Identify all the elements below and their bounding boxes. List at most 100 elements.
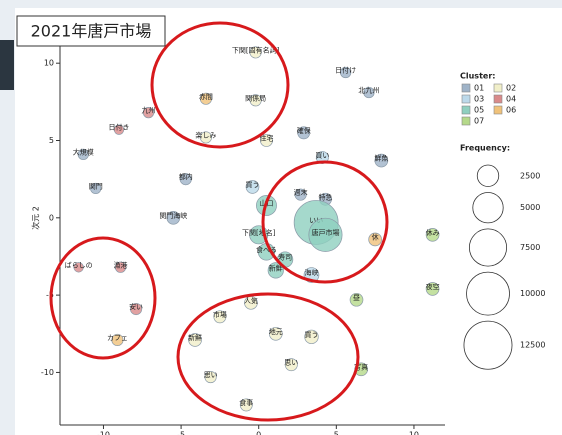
point: [199, 131, 212, 144]
point-label: 思い: [284, 359, 298, 367]
legend-swatch: [493, 94, 503, 104]
point: [113, 124, 125, 135]
x-tick-label: 0: [256, 431, 261, 435]
point-label: 確保: [297, 126, 311, 135]
highlight-ellipse: [261, 160, 389, 284]
point: [297, 126, 311, 140]
point-label: 鮮魚: [374, 154, 388, 163]
point: [425, 228, 440, 242]
point-label: 新鮮: [269, 263, 283, 272]
point-label: 市場: [213, 310, 227, 319]
point-label: 寿司: [278, 253, 292, 262]
point-label: いい: [309, 216, 323, 224]
point-label: 買い: [315, 152, 329, 160]
point-label: 海峡: [304, 268, 318, 277]
point-label: 休: [372, 232, 379, 241]
point-label: 食べる: [256, 245, 277, 254]
x-tick-label: -5: [177, 431, 185, 435]
y-tick-label: -10: [41, 368, 54, 377]
size-legend-label: 5000: [520, 203, 540, 212]
point-label: 漁港: [114, 260, 128, 269]
size-legend-circle: [472, 192, 504, 224]
x-tick-label: -10: [97, 431, 110, 435]
point: [73, 262, 84, 273]
highlight-ellipse: [49, 236, 157, 360]
point: [130, 302, 143, 316]
point: [368, 232, 382, 247]
point: [239, 398, 253, 412]
point-label: カフェ: [107, 334, 128, 342]
legend-label: 01: [474, 84, 484, 93]
size-legend-label: 2500: [520, 171, 540, 180]
point-label: 昼: [353, 294, 360, 302]
point: [77, 148, 89, 161]
legend-label: 04: [506, 95, 516, 104]
size-legend-label: 7500: [520, 243, 540, 252]
point: [90, 182, 102, 195]
legend-label: 07: [474, 117, 484, 126]
point: [213, 310, 227, 324]
point-label: 人気: [244, 296, 258, 305]
legend-swatch: [493, 83, 503, 93]
size-legend-circle: [468, 228, 508, 267]
point: [294, 188, 307, 201]
point: [363, 86, 375, 99]
legend-swatch: [493, 105, 503, 115]
point: [268, 326, 283, 341]
size-legend-label: 12500: [520, 341, 545, 350]
point-label: 関門: [89, 182, 103, 190]
point: [249, 94, 262, 107]
point-label: 日付け: [335, 65, 356, 74]
point: [166, 211, 181, 225]
point-label: 地元: [269, 327, 283, 336]
y-tick-label: 10: [44, 59, 54, 68]
title-box: [16, 15, 166, 47]
size-legend-title: Frequency:: [460, 144, 510, 153]
point-label: 特急: [318, 192, 332, 201]
legend-swatch: [461, 94, 471, 104]
highlight-ellipse: [150, 21, 290, 149]
point-label: 大規模: [73, 147, 94, 156]
point-label: ばらしの: [65, 260, 93, 269]
y-axis-label: 次元 2: [31, 206, 41, 230]
point: [179, 173, 192, 186]
chart-title: 2021年唐戸市場: [31, 22, 152, 41]
point-label: 休み: [426, 228, 440, 237]
legend-label: 06: [506, 106, 516, 115]
point-label: 赤間: [199, 93, 213, 101]
point-label: 買う: [246, 181, 260, 189]
legend-label: 03: [474, 95, 484, 104]
legend-label: 05: [474, 106, 484, 115]
legend-swatch: [461, 83, 471, 93]
point-label: 夜空: [426, 282, 440, 291]
size-legend-circle: [466, 271, 510, 316]
point-label: 都内: [179, 172, 193, 181]
slide-edge: [0, 40, 14, 90]
point: [340, 66, 352, 79]
point-label: 楽しみ: [195, 130, 216, 139]
point: [284, 358, 298, 372]
point: [111, 333, 124, 346]
point: [267, 262, 284, 279]
size-legend-label: 10000: [520, 289, 545, 298]
point-label: 唐戸市場: [311, 228, 339, 237]
point: [425, 282, 440, 296]
size-legend-circle: [463, 320, 513, 370]
point-label: 写真: [354, 362, 368, 371]
point-label: 下関[固有名詞]: [232, 45, 280, 54]
point-label: 住宅: [259, 134, 273, 143]
point-label: 下関[地名]: [242, 228, 276, 237]
point-label: 日付き: [108, 123, 129, 132]
annotations: [49, 21, 389, 422]
point: [188, 333, 202, 347]
point-label: 関係局: [245, 93, 266, 102]
legend-swatch: [461, 105, 471, 115]
point: [204, 371, 217, 384]
legend-title: Cluster:: [460, 72, 495, 81]
point: [245, 180, 260, 194]
x-tick-label: 5: [334, 431, 339, 435]
point-label: 思い: [204, 371, 218, 379]
point: [114, 261, 127, 273]
point-label: 新鮮: [188, 333, 202, 342]
